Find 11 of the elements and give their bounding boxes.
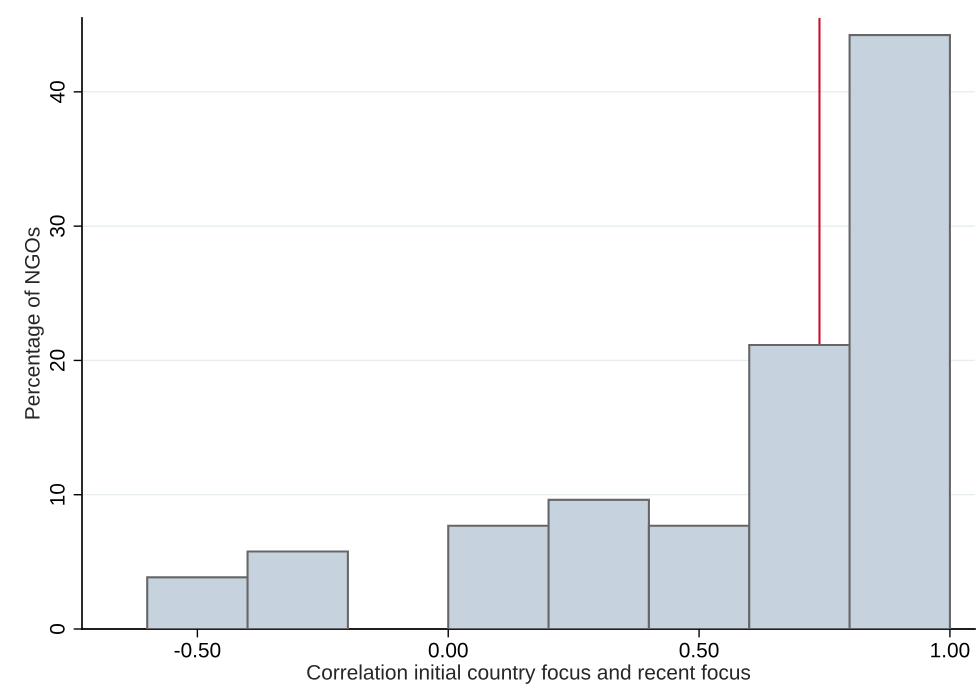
y-axis-title: Percentage of NGOs (24, 228, 44, 418)
x-axis-title: Correlation initial country focus and recent focus (307, 664, 750, 684)
y-tick-label: 30 (50, 215, 65, 237)
x-tick-label: 0.00 (428, 642, 468, 658)
x-tick-label: 1.00 (931, 642, 970, 658)
y-tick-label: 20 (50, 350, 65, 371)
x-tick-label: 0.50 (680, 642, 719, 658)
y-tick-label: 0 (50, 624, 65, 634)
y-tick-label: 40 (50, 81, 65, 103)
x-tick-label: -0.50 (174, 642, 220, 658)
y-tick-label: 10 (50, 484, 65, 505)
